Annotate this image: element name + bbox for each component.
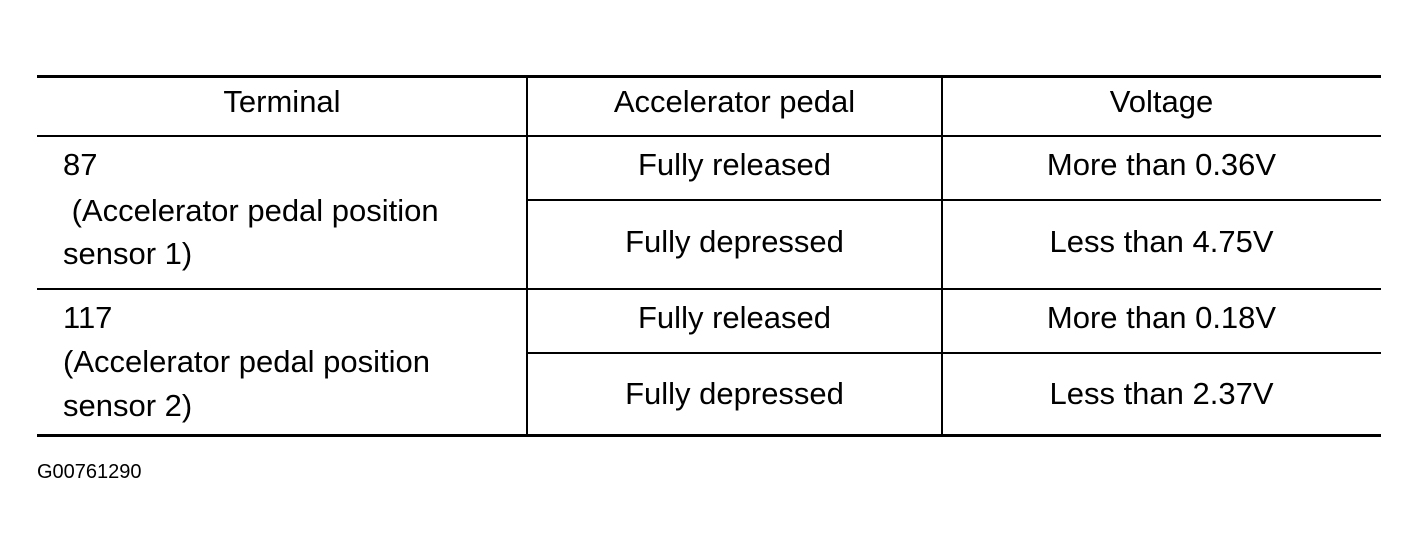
terminal-description: (Accelerator pedal position	[63, 344, 431, 379]
terminal-description: (Accelerator pedal position	[63, 193, 439, 228]
group-divider	[37, 288, 1381, 290]
row-divider	[527, 352, 1381, 354]
figure-id-caption: G00761290	[37, 461, 142, 483]
terminal-description: sensor 2)	[63, 388, 193, 423]
header-accelerator-pedal: Accelerator pedal	[613, 84, 856, 119]
terminal-number: 117	[63, 300, 113, 335]
table-top-rule	[37, 75, 1381, 78]
table-bottom-rule	[37, 434, 1381, 437]
header-voltage: Voltage	[1109, 84, 1214, 119]
header-terminal: Terminal	[223, 84, 341, 119]
pedal-state: Fully depressed	[625, 376, 844, 411]
pedal-state: Fully released	[638, 300, 831, 335]
pedal-state: Fully released	[638, 147, 831, 182]
column-divider	[526, 77, 528, 436]
header-bottom-rule	[37, 135, 1381, 137]
terminal-description: sensor 1)	[63, 236, 193, 271]
row-divider	[527, 199, 1381, 201]
voltage-value: Less than 4.75V	[1049, 224, 1274, 259]
voltage-value: More than 0.18V	[1046, 300, 1277, 335]
voltage-value: More than 0.36V	[1046, 147, 1277, 182]
column-divider	[941, 77, 943, 436]
voltage-value: Less than 2.37V	[1049, 376, 1274, 411]
terminal-number: 87	[63, 147, 98, 182]
pedal-state: Fully depressed	[625, 224, 844, 259]
